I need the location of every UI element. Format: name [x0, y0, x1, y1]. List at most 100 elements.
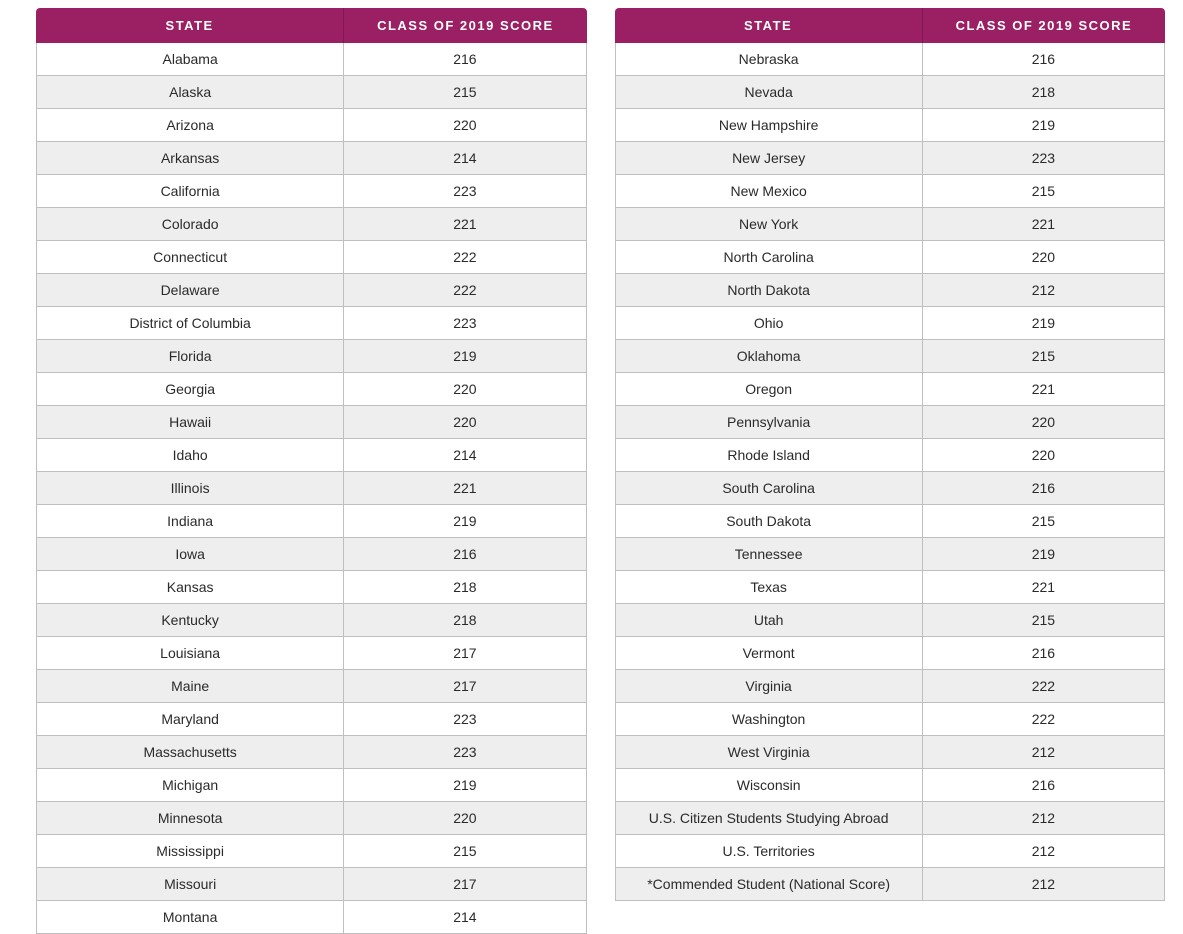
cell-state: North Carolina	[615, 241, 923, 274]
cell-state: Georgia	[36, 373, 344, 406]
table-row: Delaware222	[36, 274, 587, 307]
cell-state: Pennsylvania	[615, 406, 923, 439]
cell-score: 223	[344, 703, 586, 736]
table-row: Indiana219	[36, 505, 587, 538]
table-row: Alabama216	[36, 43, 587, 76]
cell-score: 216	[923, 769, 1165, 802]
table-row: North Carolina220	[615, 241, 1166, 274]
table-row: Georgia220	[36, 373, 587, 406]
cell-state: Indiana	[36, 505, 344, 538]
cell-score: 218	[344, 571, 586, 604]
cell-score: 216	[923, 637, 1165, 670]
cell-score: 220	[923, 439, 1165, 472]
table-row: Wisconsin216	[615, 769, 1166, 802]
table-row: Massachusetts223	[36, 736, 587, 769]
cell-score: 214	[344, 901, 586, 934]
cell-state: West Virginia	[615, 736, 923, 769]
header-state: STATE	[36, 8, 344, 43]
cell-state: Nevada	[615, 76, 923, 109]
cell-score: 212	[923, 736, 1165, 769]
cell-state: New Jersey	[615, 142, 923, 175]
table-row: Maine217	[36, 670, 587, 703]
table-row: Kentucky218	[36, 604, 587, 637]
cell-state: Florida	[36, 340, 344, 373]
cell-state: District of Columbia	[36, 307, 344, 340]
cell-state: Louisiana	[36, 637, 344, 670]
table-row: *Commended Student (National Score)212	[615, 868, 1166, 901]
table-row: West Virginia212	[615, 736, 1166, 769]
cell-score: 216	[923, 472, 1165, 505]
cell-state: *Commended Student (National Score)	[615, 868, 923, 901]
table-row: Minnesota220	[36, 802, 587, 835]
table-row: North Dakota212	[615, 274, 1166, 307]
cell-state: Nebraska	[615, 43, 923, 76]
cell-state: Vermont	[615, 637, 923, 670]
table-row: Hawaii220	[36, 406, 587, 439]
cell-score: 221	[344, 472, 586, 505]
cell-state: Idaho	[36, 439, 344, 472]
table-row: Montana214	[36, 901, 587, 934]
table-row: Texas221	[615, 571, 1166, 604]
page-container: STATE CLASS OF 2019 SCORE Alabama216Alas…	[0, 0, 1183, 934]
cell-score: 223	[344, 307, 586, 340]
table-row: Mississippi215	[36, 835, 587, 868]
cell-state: Hawaii	[36, 406, 344, 439]
cell-score: 221	[923, 571, 1165, 604]
table-row: Idaho214	[36, 439, 587, 472]
cell-state: Arizona	[36, 109, 344, 142]
cell-score: 215	[344, 835, 586, 868]
table-row: California223	[36, 175, 587, 208]
cell-state: Maryland	[36, 703, 344, 736]
table-row: New Jersey223	[615, 142, 1166, 175]
cell-score: 221	[923, 208, 1165, 241]
cell-state: Tennessee	[615, 538, 923, 571]
cell-state: Alabama	[36, 43, 344, 76]
cell-state: South Dakota	[615, 505, 923, 538]
cell-score: 221	[923, 373, 1165, 406]
cell-score: 218	[344, 604, 586, 637]
header-score: CLASS OF 2019 SCORE	[344, 8, 586, 43]
table-row: Kansas218	[36, 571, 587, 604]
cell-score: 219	[344, 769, 586, 802]
cell-state: Massachusetts	[36, 736, 344, 769]
cell-score: 218	[923, 76, 1165, 109]
cell-score: 223	[923, 142, 1165, 175]
cell-state: Iowa	[36, 538, 344, 571]
right-table-body: Nebraska216Nevada218New Hampshire219New …	[615, 43, 1166, 901]
cell-state: Kentucky	[36, 604, 344, 637]
cell-state: Delaware	[36, 274, 344, 307]
table-row: Tennessee219	[615, 538, 1166, 571]
table-row: Arkansas214	[36, 142, 587, 175]
cell-score: 215	[923, 175, 1165, 208]
cell-state: Wisconsin	[615, 769, 923, 802]
cell-score: 217	[344, 670, 586, 703]
cell-score: 220	[923, 241, 1165, 274]
cell-state: New Mexico	[615, 175, 923, 208]
left-table: STATE CLASS OF 2019 SCORE Alabama216Alas…	[36, 8, 587, 934]
cell-score: 222	[344, 241, 586, 274]
table-row: District of Columbia223	[36, 307, 587, 340]
cell-score: 221	[344, 208, 586, 241]
table-row: Utah215	[615, 604, 1166, 637]
table-row: Nebraska216	[615, 43, 1166, 76]
cell-state: U.S. Territories	[615, 835, 923, 868]
cell-state: Virginia	[615, 670, 923, 703]
table-row: South Dakota215	[615, 505, 1166, 538]
cell-state: Colorado	[36, 208, 344, 241]
cell-score: 214	[344, 142, 586, 175]
cell-score: 216	[344, 538, 586, 571]
table-row: New York221	[615, 208, 1166, 241]
cell-state: Missouri	[36, 868, 344, 901]
cell-state: U.S. Citizen Students Studying Abroad	[615, 802, 923, 835]
header-score: CLASS OF 2019 SCORE	[923, 8, 1165, 43]
cell-state: Illinois	[36, 472, 344, 505]
table-row: Colorado221	[36, 208, 587, 241]
table-row: Iowa216	[36, 538, 587, 571]
table-row: Missouri217	[36, 868, 587, 901]
cell-state: South Carolina	[615, 472, 923, 505]
cell-score: 220	[923, 406, 1165, 439]
table-row: Vermont216	[615, 637, 1166, 670]
table-row: Michigan219	[36, 769, 587, 802]
cell-state: California	[36, 175, 344, 208]
table-row: Virginia222	[615, 670, 1166, 703]
